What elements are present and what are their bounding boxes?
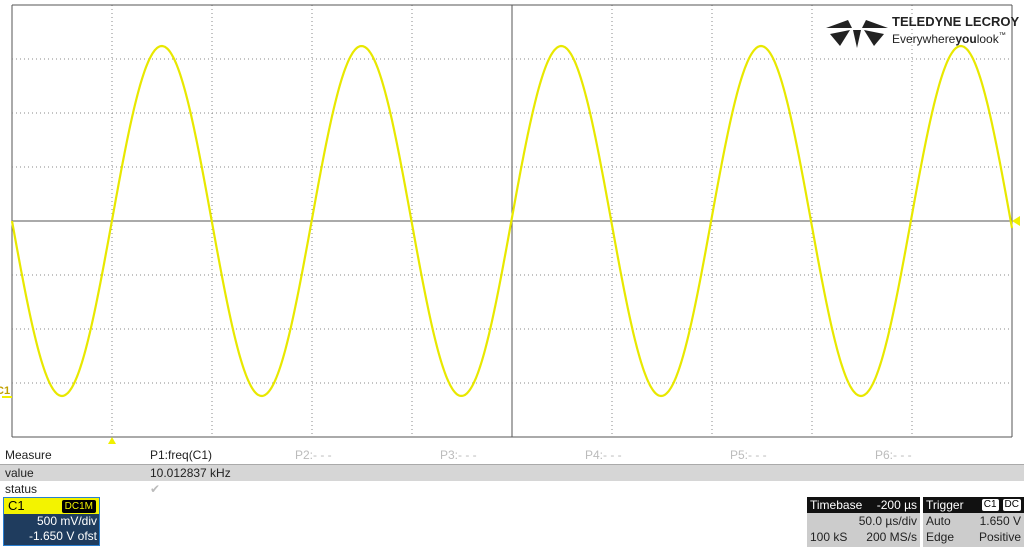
c1-trace — [10, 44, 1014, 398]
trigger-position-marker[interactable] — [108, 437, 116, 444]
timebase-rate: 200 MS/s — [866, 530, 917, 544]
timebase-label: Timebase — [810, 498, 863, 512]
p2-name[interactable]: P2:- - - — [295, 448, 332, 462]
c1-channel-descriptor[interactable]: C1 DC1M 500 mV/div -1.650 V ofst — [3, 497, 100, 546]
c1-offset: -1.650 V ofst — [28, 529, 97, 543]
p1-value: 10.012837 kHz — [150, 466, 231, 480]
p3-name[interactable]: P3:- - - — [440, 448, 477, 462]
logo-icon — [826, 20, 888, 48]
c1-vdiv: 500 mV/div — [36, 514, 97, 528]
timebase-tdiv: 50.0 µs/div — [858, 514, 917, 528]
p4-name[interactable]: P4:- - - — [585, 448, 622, 462]
p6-name[interactable]: P6:- - - — [875, 448, 912, 462]
trigger-label: Trigger — [926, 498, 964, 512]
measure-header-row: Measure P1:freq(C1) P2:- - - P3:- - - P4… — [5, 448, 912, 462]
trigger-level: 1.650 V — [979, 514, 1021, 528]
logo-brand: TELEDYNE LECROY — [892, 14, 1020, 29]
trigger-type: Edge — [926, 530, 955, 544]
waveform-grid[interactable]: C1 — [0, 0, 1024, 447]
timebase-samples: 100 kS — [810, 530, 848, 544]
measure-status-row: status ✔ — [5, 482, 161, 496]
trigger-descriptor[interactable]: Trigger C1 DC Auto 1.650 V Edge Positive — [923, 497, 1024, 547]
trigger-coupling-badge: DC — [1002, 499, 1021, 511]
logo-tagline: Everywhereyoulook™ — [892, 32, 1006, 46]
trigger-slope: Positive — [978, 530, 1021, 544]
timebase-delay: -200 µs — [876, 498, 917, 512]
trigger-source-badge: C1 — [981, 499, 999, 511]
c1-label: C1 — [8, 498, 25, 513]
trigger-mode: Auto — [926, 514, 951, 528]
teledyne-lecroy-logo: TELEDYNE LECROY Everywhereyoulook™ — [826, 14, 1022, 50]
measure-value-row: value 10.012837 kHz — [0, 464, 1024, 481]
p5-name[interactable]: P5:- - - — [730, 448, 767, 462]
timebase-descriptor[interactable]: Timebase -200 µs 50.0 µs/div 100 kS 200 MS… — [807, 497, 920, 547]
p1-name[interactable]: P1:freq(C1) — [150, 448, 213, 462]
measure-table: Measure P1:freq(C1) P2:- - - P3:- - - P4… — [0, 447, 1024, 498]
c1-ground-marker[interactable]: C1 — [0, 385, 10, 397]
c1-coupling-badge: DC1M — [61, 499, 96, 513]
p1-status-check-icon: ✔ — [150, 482, 161, 496]
trigger-level-marker[interactable] — [1012, 216, 1020, 226]
